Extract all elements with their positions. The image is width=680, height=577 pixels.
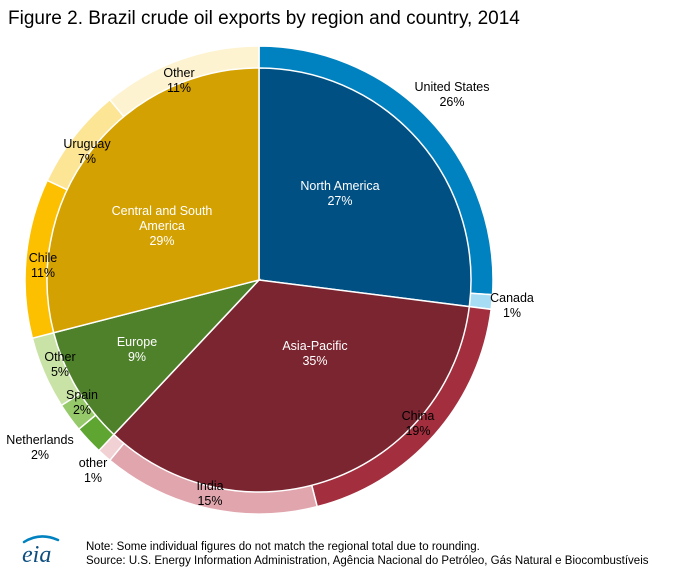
chart-labels: North America 27% Asia-Pacific 35% Europe 9% C… [6,66,534,508]
donut-chart: North America 27% Asia-Pacific 35% Europe 9% C… [6,45,534,515]
inner-label-central-and-south-america: Central and South America 29% [112,204,213,248]
outer-label-netherlands-5: Netherlands 2% [6,433,73,462]
chart-slices [24,45,494,515]
inner-label-asia-pacific: Asia-Pacific 35% [282,339,347,368]
footer: Note: Some individual figures do not mat… [86,540,649,568]
outer-label-other-10: Other 11% [163,66,194,95]
eia-logo: eia [18,528,66,572]
eia-logo-icon: eia [22,535,60,568]
inner-slice-central-and-south-america-3 [46,67,260,334]
inner-label-europe: Europe 9% [117,335,157,364]
outer-label-chile-8: Chile 11% [29,251,58,280]
footer-source: Source: U.S. Energy Information Administ… [86,555,649,567]
footer-note: Note: Some individual figures do not mat… [86,541,480,553]
inner-slice-europe-2 [52,278,262,436]
outer-label-spain-6: Spain 2% [66,388,98,417]
outer-label-uruguay-9: Uruguay 7% [63,137,111,166]
outer-label-other-7: Other 5% [44,350,75,379]
outer-label-canada-1: Canada 1% [490,291,534,320]
chart-title: Figure 2. Brazil crude oil exports by re… [8,8,520,29]
outer-label-other-4: other 1% [79,456,108,485]
inner-slice-asia-pacific-1 [112,279,471,493]
inner-slice-north-america-0 [258,67,472,308]
eia-logo-text: eia [22,542,51,568]
outer-label-united-states-0: United States 26% [414,80,489,109]
outer-label-china-2: China 19% [402,409,435,438]
outer-label-india-3: India 15% [196,479,223,508]
inner-label-north-america: North America 27% [300,179,379,208]
